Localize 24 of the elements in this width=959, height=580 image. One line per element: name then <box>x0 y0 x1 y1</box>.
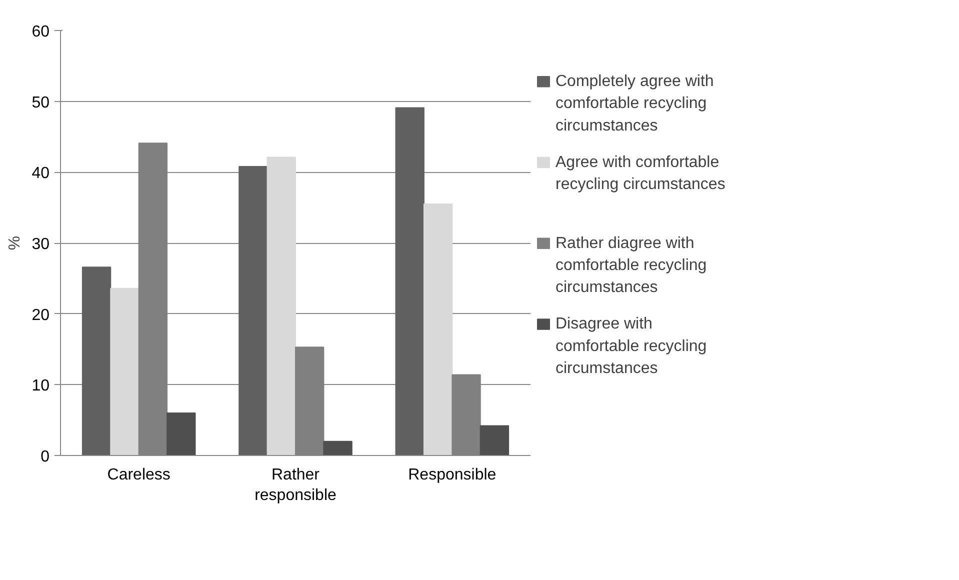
y-tick-label: 50 <box>32 94 50 112</box>
x-tick-label: Rather responsible <box>254 466 337 504</box>
bar <box>423 204 453 456</box>
bar <box>395 107 424 456</box>
bar <box>266 156 296 456</box>
y-tick-label: 0 <box>40 448 50 466</box>
y-tick-label: 40 <box>32 165 50 182</box>
x-tick-label: Responsible <box>408 466 496 484</box>
bar <box>480 425 510 456</box>
bar <box>238 166 268 456</box>
legend-label: Disagree with comfortable recycling circumstances <box>556 316 707 377</box>
y-tick-label: 60 <box>32 24 50 40</box>
y-tick-label: 10 <box>32 378 50 395</box>
bar <box>82 266 112 456</box>
bar <box>166 412 196 456</box>
bar <box>110 288 140 456</box>
x-tick-label: Careless <box>107 466 170 484</box>
y-axis-title: % <box>6 236 24 250</box>
legend-label: Completely agree with comfortable recycling circumstances <box>556 73 714 134</box>
y-tick-label: 30 <box>32 236 50 253</box>
legend-label: Agree with comfortable recycling circumstances <box>556 154 726 194</box>
legend-label: Rather diagree with comfortable recycling circumstances <box>556 234 707 296</box>
bar <box>323 440 352 456</box>
y-tick-label: 20 <box>32 306 50 324</box>
